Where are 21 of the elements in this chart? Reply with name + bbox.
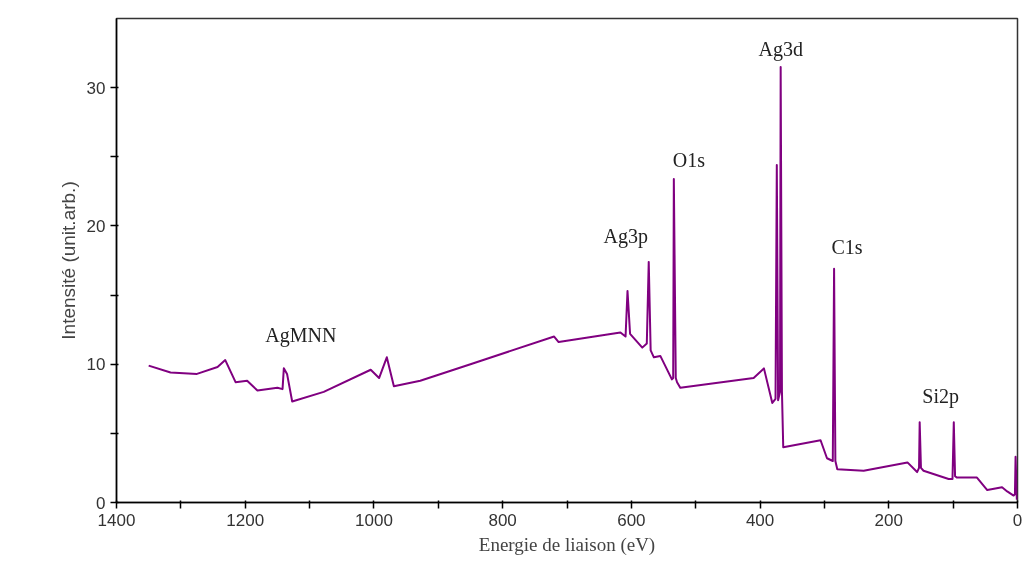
x-axis-title: Energie de liaison (eV) [478,533,656,556]
x-tick-label: 600 [617,510,646,530]
x-tick-label: 0 [1012,510,1023,530]
x-tick-label: 400 [745,510,775,530]
y-tick-label: 30 [86,78,106,98]
annotation: Ag3p [603,224,648,248]
y-tick-label: 20 [86,216,106,236]
y-tick-label: 10 [86,355,106,375]
x-tick-label: 800 [488,510,517,530]
annotation: O1s [672,148,706,171]
x-tick-label: 1200 [226,510,265,530]
annotation: Si2p [922,385,960,409]
x-tick-label: 200 [874,510,903,530]
annotation: AgMNN [265,324,337,348]
y-tick-label: 0 [96,493,106,513]
x-tick-label: 1000 [355,510,393,530]
annotation: Ag3d [758,37,803,61]
x-tick-label: 1400 [97,510,136,530]
annotation: C1s [831,235,863,258]
y-axis-title: Intensité (unit.arb.) [57,181,79,340]
line-series [147,65,1018,501]
